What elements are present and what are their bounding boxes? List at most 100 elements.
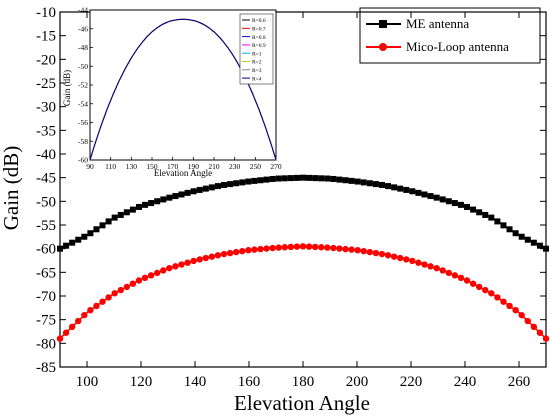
data-point-mico-loop-antenna <box>372 249 380 257</box>
data-point-me-antenna <box>93 226 100 233</box>
data-point-me-antenna <box>239 179 246 186</box>
data-point-mico-loop-antenna <box>81 311 88 319</box>
data-point-me-antenna <box>105 218 112 225</box>
data-point-me-antenna <box>251 177 258 184</box>
data-point-mico-loop-antenna <box>482 286 489 294</box>
data-point-mico-loop-antenna <box>336 245 343 252</box>
data-point-me-antenna <box>135 203 142 210</box>
data-point-mico-loop-antenna <box>324 244 331 251</box>
inset-x-tick-label: 150 <box>146 162 158 171</box>
inset-legend-label: R=2 <box>252 60 262 66</box>
data-point-me-antenna <box>494 218 501 225</box>
inset-y-tick-label: -52 <box>78 81 88 90</box>
inset-x-tick-label: 250 <box>250 162 262 171</box>
data-point-mico-loop-antenna <box>251 246 258 253</box>
legend-label-mico-loop-antenna: Mico-Loop antenna <box>406 39 509 54</box>
data-point-mico-loop-antenna <box>512 307 519 314</box>
data-point-mico-loop-antenna <box>445 269 452 277</box>
data-point-me-antenna <box>372 181 379 188</box>
legend-marker-mico-loop-antenna <box>379 43 387 51</box>
data-point-mico-loop-antenna <box>378 250 386 258</box>
inset-x-tick-label: 190 <box>188 162 200 171</box>
data-point-mico-loop-antenna <box>415 259 422 266</box>
data-point-mico-loop-antenna <box>166 264 173 272</box>
data-point-me-antenna <box>160 196 167 203</box>
inset-legend-frame <box>239 13 274 85</box>
data-point-mico-loop-antenna <box>330 244 337 252</box>
chart-legend: ME antenna Mico-Loop antenna <box>359 7 541 64</box>
data-point-me-antenna <box>275 175 282 182</box>
data-point-me-antenna <box>457 201 464 208</box>
data-point-me-antenna <box>69 239 76 246</box>
data-point-mico-loop-antenna <box>518 311 525 319</box>
data-point-me-antenna <box>166 194 173 201</box>
series-line-me-antenna <box>59 176 547 250</box>
data-point-me-antenna <box>464 203 471 210</box>
data-point-me-antenna <box>342 177 349 184</box>
data-point-me-antenna <box>354 178 361 185</box>
data-point-mico-loop-antenna <box>439 267 446 274</box>
data-point-me-antenna <box>409 188 416 195</box>
inset-x-tick-label: 230 <box>229 162 241 171</box>
data-point-mico-loop-antenna <box>257 245 264 253</box>
data-point-me-antenna <box>233 180 240 187</box>
data-point-mico-loop-antenna <box>403 256 410 263</box>
data-point-me-antenna <box>306 174 313 181</box>
data-point-me-antenna <box>263 176 270 183</box>
inset-y-tick-label: -60 <box>78 156 88 165</box>
x-tick-label: 180 <box>292 374 315 390</box>
data-point-mico-loop-antenna <box>147 272 155 279</box>
data-point-mico-loop-antenna <box>226 249 234 257</box>
x-tick-label: 260 <box>508 374 531 390</box>
data-point-me-antenna <box>336 176 343 183</box>
data-point-me-antenna <box>360 179 367 186</box>
data-point-mico-loop-antenna <box>360 247 367 255</box>
data-point-mico-loop-antenna <box>354 246 361 254</box>
x-tick-label: 240 <box>454 374 477 390</box>
data-point-mico-loop-antenna <box>293 243 301 250</box>
y-tick-label: -50 <box>36 194 56 210</box>
data-point-mico-loop-antenna <box>311 243 319 251</box>
data-point-mico-loop-antenna <box>263 245 270 252</box>
data-point-mico-loop-antenna <box>56 335 64 342</box>
data-point-mico-loop-antenna <box>536 329 544 336</box>
inset-y-tick-label: -44 <box>78 6 88 15</box>
data-point-me-antenna <box>330 175 337 182</box>
y-tick-label: -55 <box>36 218 56 234</box>
data-point-mico-loop-antenna <box>475 283 483 291</box>
data-point-mico-loop-antenna <box>68 323 76 331</box>
data-point-me-antenna <box>348 177 355 184</box>
data-point-mico-loop-antenna <box>342 245 349 253</box>
data-point-mico-loop-antenna <box>469 280 477 287</box>
y-tick-label: -70 <box>36 289 56 305</box>
data-point-mico-loop-antenna <box>232 248 240 256</box>
series-line-mico-loop-antenna <box>59 245 547 340</box>
data-point-mico-loop-antenna <box>524 317 531 325</box>
data-point-me-antenna <box>154 198 161 205</box>
data-point-mico-loop-antenna <box>123 283 131 291</box>
inset-legend-label: R=3 <box>252 68 262 74</box>
data-point-me-antenna <box>184 189 191 196</box>
data-point-me-antenna <box>378 181 385 188</box>
data-point-me-antenna <box>214 183 221 190</box>
y-tick-label: -15 <box>36 29 56 45</box>
data-point-me-antenna <box>524 236 531 243</box>
data-point-mico-loop-antenna <box>220 250 228 258</box>
data-point-mico-loop-antenna <box>384 252 392 259</box>
legend-marker-me-antenna <box>379 20 387 28</box>
data-point-mico-loop-antenna <box>196 256 203 263</box>
data-point-me-antenna <box>117 211 124 218</box>
inset-x-tick-label: 270 <box>270 162 282 171</box>
data-point-mico-loop-antenna <box>433 264 440 272</box>
data-point-mico-loop-antenna <box>190 257 197 265</box>
data-point-mico-loop-antenna <box>62 329 70 336</box>
data-point-me-antenna <box>445 198 452 205</box>
data-point-mico-loop-antenna <box>202 254 209 262</box>
data-point-me-antenna <box>530 239 537 246</box>
data-point-me-antenna <box>433 194 440 201</box>
data-point-mico-loop-antenna <box>275 244 282 251</box>
inset-y-tick-label: -54 <box>78 99 88 108</box>
x-tick-label: 160 <box>238 374 261 390</box>
data-point-me-antenna <box>318 175 325 182</box>
